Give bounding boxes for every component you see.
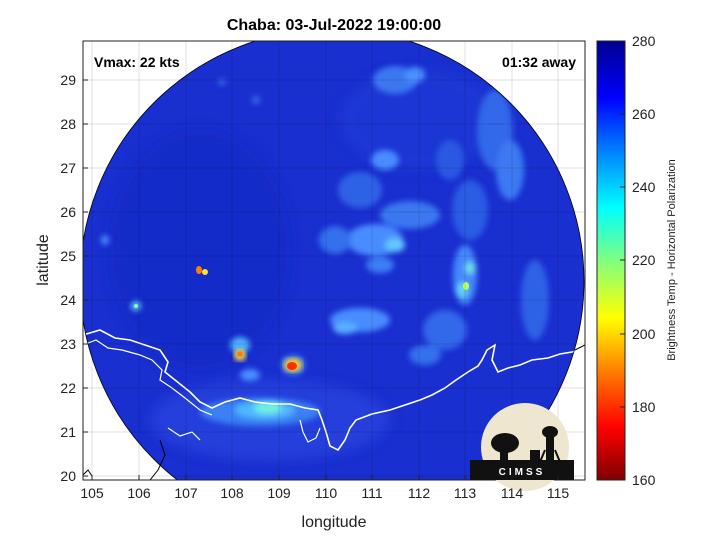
colorbar-tick-label: 260 (632, 106, 656, 122)
x-tick-label: 106 (127, 485, 151, 501)
x-axis: 105 106 107 108 109 110 111 112 113 114 … (80, 475, 569, 531)
colorbar-tick-label: 180 (632, 399, 656, 415)
y-tick-label: 27 (60, 160, 76, 176)
cloud-bands (101, 66, 549, 426)
colorbar-tick-label: 160 (632, 472, 656, 488)
convective-cells (134, 266, 469, 372)
logo-text: CIMSS (499, 467, 546, 478)
colorbar-tick-label: 220 (632, 252, 656, 268)
x-tick-label: 108 (220, 485, 244, 501)
x-tick-label: 109 (267, 485, 291, 501)
y-tick-label: 28 (60, 116, 76, 132)
plot-area: Vmax: 22 kts 01:32 away CIMSS (82, 40, 586, 491)
x-tick-label: 107 (174, 485, 198, 501)
plot-frame (82, 40, 586, 481)
x-tick-label: 110 (315, 485, 338, 501)
y-tick-label: 23 (60, 336, 76, 352)
x-tick-label: 105 (80, 485, 104, 501)
x-axis-label: longitude (302, 514, 367, 531)
y-tick-label: 26 (60, 204, 76, 220)
figure-title: Chaba: 03-Jul-2022 19:00:00 (227, 17, 441, 34)
grid (83, 41, 585, 480)
colorbar-tick-label: 240 (632, 179, 656, 195)
y-tick-label: 24 (60, 292, 76, 308)
colorbar-tick-label: 200 (632, 326, 656, 342)
y-tick-label: 22 (60, 380, 76, 396)
x-tick-label: 114 (501, 485, 524, 501)
coastline (83, 329, 584, 452)
y-tick-label: 29 (60, 72, 76, 88)
y-axis-label: latitude (35, 234, 52, 286)
y-axis: 20 21 22 23 24 25 26 27 28 29 latitude (35, 72, 88, 484)
x-tick-label: 111 (361, 485, 382, 501)
cimss-logo: CIMSS (470, 403, 574, 491)
x-tick-label: 115 (547, 485, 570, 501)
colorbar-tick-label: 280 (632, 33, 656, 49)
y-tick-label: 21 (60, 424, 76, 440)
y-tick-label: 25 (60, 248, 76, 264)
colorbar-label: Brightness Temp - Horizontal Polarizatio… (666, 159, 678, 361)
vmax-label: Vmax: 22 kts (94, 54, 180, 70)
colorbar: 280 260 240 220 200 180 160 Brightness T… (596, 33, 678, 488)
swath-disk (83, 41, 584, 480)
x-tick-label: 112 (408, 485, 431, 501)
time-away-label: 01:32 away (502, 54, 576, 70)
x-tick-label: 113 (454, 485, 477, 501)
y-tick-label: 20 (60, 468, 76, 484)
